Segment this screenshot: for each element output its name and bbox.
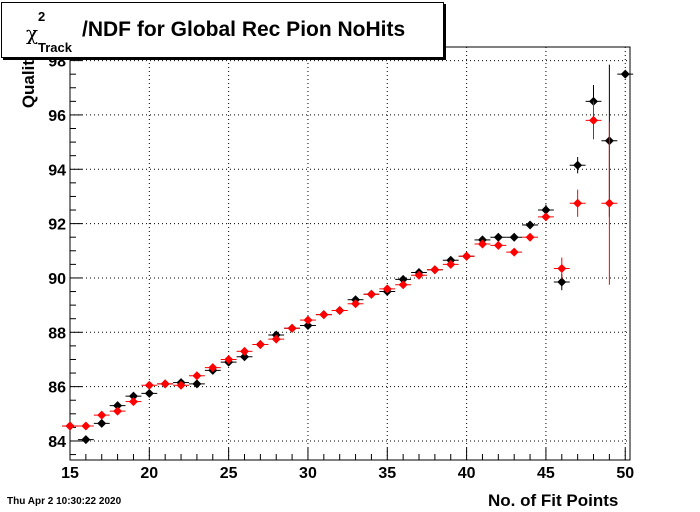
data-point xyxy=(605,199,614,208)
data-point xyxy=(589,116,598,125)
data-series xyxy=(62,65,633,444)
x-tick-label: 45 xyxy=(537,465,555,482)
data-point xyxy=(573,161,582,170)
x-tick-label: 30 xyxy=(299,465,317,482)
title-chi-symbol: χ xyxy=(26,21,38,45)
x-tick-label: 20 xyxy=(140,465,158,482)
y-tick-label: 90 xyxy=(48,271,66,288)
data-point xyxy=(145,381,154,390)
data-point xyxy=(462,252,471,261)
data-point xyxy=(240,347,249,356)
title-subscript: Track xyxy=(38,40,72,55)
chart-title: /NDF for Global Rec Pion NoHits xyxy=(82,18,405,42)
data-point xyxy=(81,422,90,431)
data-point xyxy=(66,422,75,431)
y-tick-label: 92 xyxy=(48,217,66,234)
data-point xyxy=(288,324,297,333)
data-point xyxy=(430,265,439,274)
data-point xyxy=(81,435,90,444)
data-point xyxy=(399,280,408,289)
x-tick-label: 15 xyxy=(61,465,79,482)
date-stamp: Thu Apr 2 10:30:22 2020 xyxy=(7,496,121,507)
y-tick-label: 96 xyxy=(48,108,66,125)
x-tick-label: 25 xyxy=(220,465,238,482)
data-point xyxy=(510,233,519,242)
title-superscript: 2 xyxy=(38,9,45,24)
data-point xyxy=(256,340,265,349)
data-point xyxy=(319,310,328,319)
data-point xyxy=(541,212,550,221)
data-point xyxy=(335,306,344,315)
data-point xyxy=(526,233,535,242)
data-point xyxy=(129,397,138,406)
data-point xyxy=(303,316,312,325)
data-point xyxy=(367,290,376,299)
x-axis-label: No. of Fit Points xyxy=(488,491,618,511)
y-axis-label: Qualit xyxy=(19,60,39,120)
x-tick-label: 50 xyxy=(616,465,634,482)
data-point xyxy=(494,233,503,242)
y-tick-label: 86 xyxy=(48,380,66,397)
data-point xyxy=(192,379,201,388)
x-tick-label: 35 xyxy=(378,465,396,482)
x-tick-label: 40 xyxy=(458,465,476,482)
data-point xyxy=(145,389,154,398)
y-tick-label: 88 xyxy=(48,325,66,342)
data-point xyxy=(192,371,201,380)
y-tick-label: 94 xyxy=(48,162,66,179)
data-point xyxy=(113,407,122,416)
data-point xyxy=(97,419,106,428)
data-point xyxy=(573,199,582,208)
y-tick-label: 84 xyxy=(48,434,66,451)
data-point xyxy=(494,241,503,250)
data-point xyxy=(510,248,519,257)
grid-lines xyxy=(70,47,630,460)
data-point xyxy=(97,411,106,420)
data-point xyxy=(621,70,630,79)
data-point xyxy=(526,220,535,229)
plot-frame xyxy=(70,47,630,460)
data-point xyxy=(557,264,566,273)
chart-title-box: χ 2 Track /NDF for Global Rec Pion NoHit… xyxy=(1,2,444,58)
series-1 xyxy=(62,101,617,430)
